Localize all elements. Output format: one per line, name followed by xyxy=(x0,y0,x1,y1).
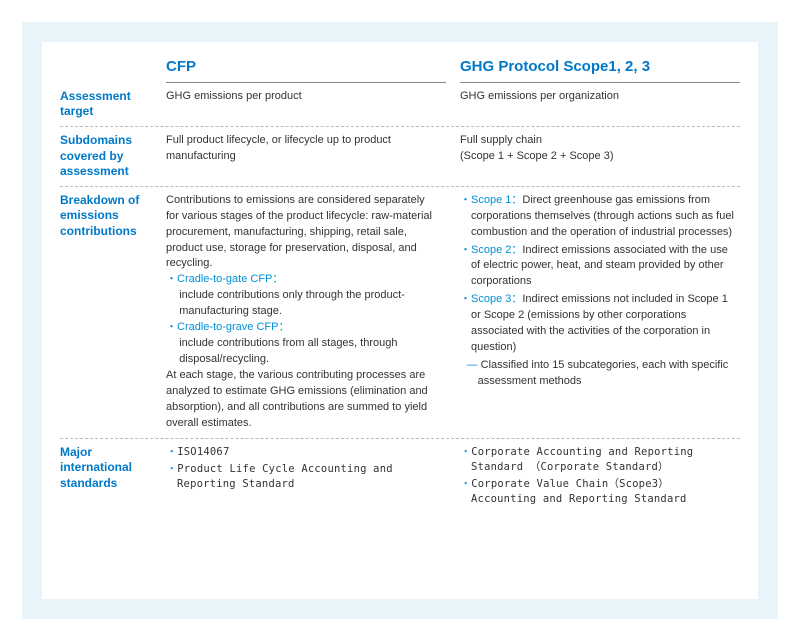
standards-cfp-item: Product Life Cycle Accounting and Report… xyxy=(177,462,440,492)
cell-standards-ghg: Corporate Accounting and Reporting Stand… xyxy=(460,445,740,510)
standards-ghg-list: Corporate Accounting and Reporting Stand… xyxy=(460,445,734,508)
outer-frame: CFP GHG Protocol Scope1, 2, 3 Assessment… xyxy=(22,22,778,619)
scope3-item: ・Scope 3：Indirect emissions not included… xyxy=(460,292,734,356)
breakdown-cfp-intro: Contributions to emissions are considere… xyxy=(166,193,440,273)
scope3-lead: ・Scope 3： xyxy=(460,293,522,305)
comparison-grid: CFP GHG Protocol Scope1, 2, 3 Assessment… xyxy=(60,56,740,510)
breakdown-cfp-gate: ・Cradle-to-gate CFP： include contributio… xyxy=(166,272,440,320)
cradle-to-grave-desc: include contributions from all stages, t… xyxy=(166,336,440,368)
column-header-ghg: GHG Protocol Scope1, 2, 3 xyxy=(460,56,740,83)
cell-subdomains-ghg: Full supply chain (Scope 1 + Scope 2 + S… xyxy=(460,133,740,180)
cell-breakdown-ghg: ・Scope 1：Direct greenhouse gas emissions… xyxy=(460,193,740,432)
comparison-table-card: CFP GHG Protocol Scope1, 2, 3 Assessment… xyxy=(42,42,758,599)
cradle-to-gate-desc: include contributions only through the p… xyxy=(166,288,440,320)
cell-assessment-cfp: GHG emissions per product xyxy=(166,89,446,120)
cell-breakdown-cfp: Contributions to emissions are considere… xyxy=(166,193,446,432)
cradle-to-gate-term: ・Cradle-to-gate CFP： xyxy=(166,273,283,285)
scope2-lead: ・Scope 2： xyxy=(460,244,522,256)
row-divider xyxy=(60,186,740,187)
column-header-cfp: CFP xyxy=(166,56,446,83)
cell-assessment-ghg: GHG emissions per organization xyxy=(460,89,740,120)
standards-cfp-item: ISO14067 xyxy=(177,445,440,460)
scope3-subnote: Classified into 15 subcategories, each w… xyxy=(460,358,734,390)
row-divider xyxy=(60,126,740,127)
row-label-standards: Major international standards xyxy=(60,445,152,510)
subdomains-ghg-line2: (Scope 1 + Scope 2 + Scope 3) xyxy=(460,149,734,165)
scope1-item: ・Scope 1：Direct greenhouse gas emissions… xyxy=(460,193,734,241)
breakdown-cfp-outro: At each stage, the various contributing … xyxy=(166,368,440,432)
row-label-assessment: Assessment target xyxy=(60,89,152,120)
scope2-item: ・Scope 2：Indirect emissions associated w… xyxy=(460,243,734,291)
scope1-lead: ・Scope 1： xyxy=(460,194,522,206)
subdomains-ghg-line1: Full supply chain xyxy=(460,133,734,149)
standards-ghg-item: Corporate Accounting and Reporting Stand… xyxy=(471,445,734,475)
row-divider xyxy=(60,438,740,439)
breakdown-cfp-grave: ・Cradle-to-grave CFP： include contributi… xyxy=(166,320,440,368)
cell-standards-cfp: ISO14067 Product Life Cycle Accounting a… xyxy=(166,445,446,510)
row-label-subdomains: Subdomains covered by assessment xyxy=(60,133,152,180)
standards-cfp-list: ISO14067 Product Life Cycle Accounting a… xyxy=(166,445,440,493)
cell-subdomains-cfp: Full product lifecycle, or lifecycle up … xyxy=(166,133,446,180)
standards-ghg-item: Corporate Value Chain（Scope3） Accounting… xyxy=(471,477,734,507)
row-label-breakdown: Breakdown of emissions contributions xyxy=(60,193,152,432)
cradle-to-grave-term: ・Cradle-to-grave CFP： xyxy=(166,321,289,333)
header-spacer xyxy=(60,56,152,89)
